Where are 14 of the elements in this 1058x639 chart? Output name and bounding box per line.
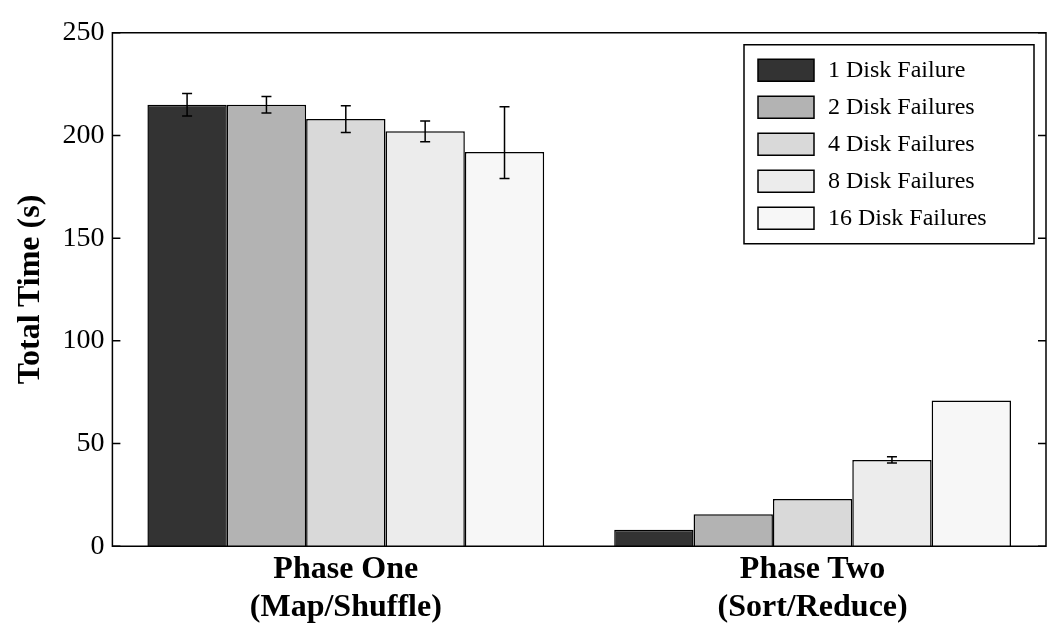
legend-label: 2 Disk Failures — [828, 92, 975, 119]
x-tick-label: Phase One (Map/Shuffle) — [249, 548, 442, 624]
y-tick-label: 50 — [76, 425, 105, 457]
legend-label: 1 Disk Failure — [828, 55, 966, 82]
legend-label: 4 Disk Failures — [828, 129, 975, 156]
legend-label: 8 Disk Failures — [828, 166, 975, 193]
y-tick-label: 250 — [62, 15, 105, 47]
x-tick-label: Phase Two (Sort/Reduce) — [717, 548, 908, 624]
y-tick-label: 0 — [90, 528, 105, 560]
y-tick-label: 100 — [62, 323, 105, 355]
y-tick-label: 200 — [62, 117, 105, 149]
y-axis-title: Total Time (s) — [10, 194, 47, 385]
legend-label: 16 Disk Failures — [828, 203, 987, 230]
y-tick-label: 150 — [62, 220, 105, 252]
